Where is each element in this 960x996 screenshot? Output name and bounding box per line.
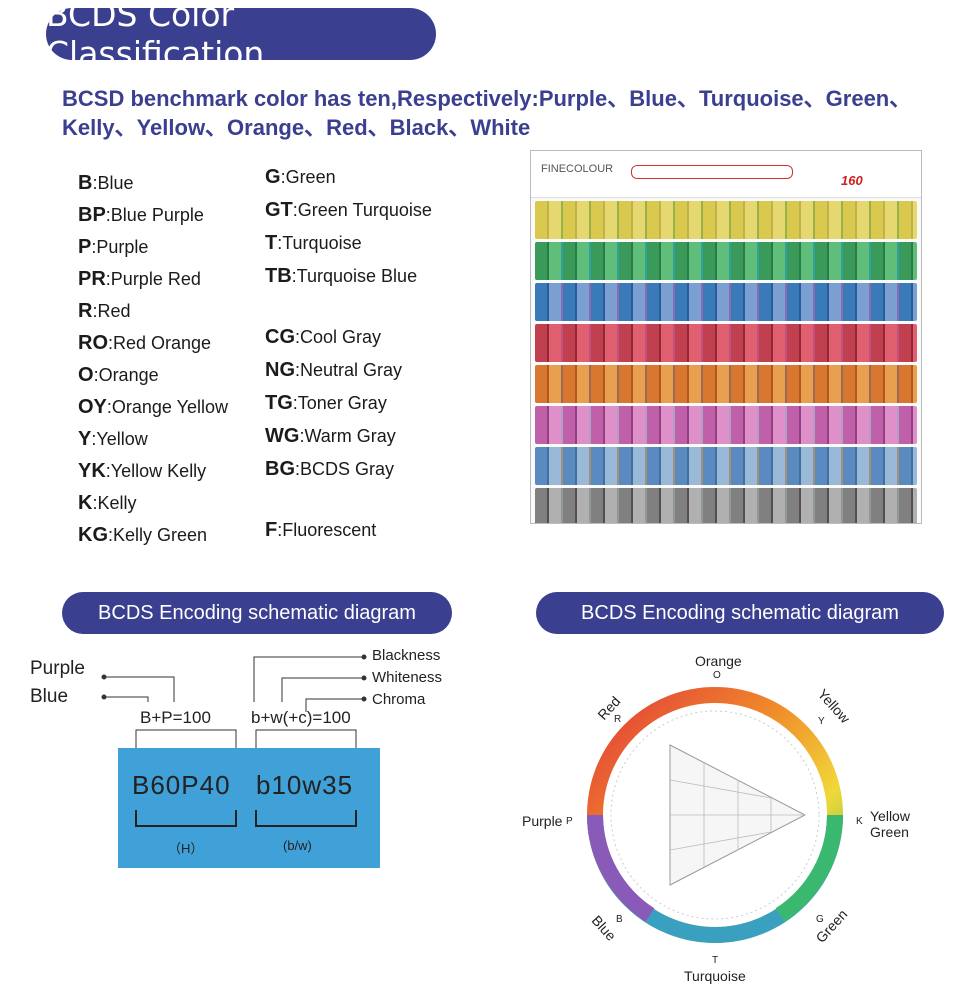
yellow-green-label: Yellow Green bbox=[870, 808, 910, 840]
code-item: OY:Orange Yellow bbox=[78, 396, 228, 418]
yellow-code: Y bbox=[818, 716, 825, 727]
page-title: BCDS Color Classification bbox=[46, 0, 436, 73]
red-code: R bbox=[614, 714, 622, 725]
whiteness-label: Whiteness bbox=[372, 669, 443, 686]
code-item: CG:Cool Gray bbox=[265, 326, 382, 348]
bw-code: b10w35 bbox=[256, 770, 354, 800]
code-item: KG:Kelly Green bbox=[78, 524, 208, 546]
schematic-connectors bbox=[101, 654, 367, 748]
chroma-label: Chroma bbox=[372, 691, 426, 708]
hue-label: （H） bbox=[168, 841, 204, 856]
encoding-box bbox=[118, 748, 380, 868]
code-item: PR:Purple Red bbox=[78, 268, 201, 290]
hue-formula: B+P=100 bbox=[140, 708, 211, 727]
marker-row bbox=[535, 324, 917, 362]
blackness-label: Blackness bbox=[372, 647, 441, 664]
code-item: T:Turquoise bbox=[265, 232, 362, 254]
color-wheel-diagram: Orange O Yellow Y Red R Yellow Green K P… bbox=[522, 650, 940, 990]
code-item: BP:Blue Purple bbox=[78, 204, 204, 226]
marker-row bbox=[535, 406, 917, 444]
marker-row bbox=[535, 201, 917, 239]
code-item: Y:Yellow bbox=[78, 428, 148, 450]
marker-row bbox=[535, 365, 917, 403]
color-wheel bbox=[587, 687, 843, 943]
code-item: K:Kelly bbox=[78, 492, 137, 514]
marker-row bbox=[535, 447, 917, 485]
code-item: GT:Green Turquoise bbox=[265, 199, 432, 221]
marker-row bbox=[535, 242, 917, 280]
purple-label: Purple bbox=[30, 658, 85, 679]
code-item: O:Orange bbox=[78, 364, 159, 386]
orange-label: Orange bbox=[695, 653, 742, 669]
code-item: NG:Neutral Gray bbox=[265, 359, 403, 381]
bw-formula: b+w(+c)=100 bbox=[251, 708, 351, 727]
code-item: B:Blue bbox=[78, 172, 134, 194]
purple-wheel-label: Purple bbox=[522, 813, 563, 829]
green-code: G bbox=[816, 914, 824, 925]
photo-header: FINECOLOUR 160 bbox=[531, 151, 921, 198]
marker-row bbox=[535, 283, 917, 321]
turquoise-code: T bbox=[712, 955, 719, 966]
page-subtitle: BCSD benchmark color has ten,Respectivel… bbox=[62, 86, 912, 140]
code-item: RO:Red Orange bbox=[78, 332, 212, 354]
turquoise-label: Turquoise bbox=[684, 968, 746, 984]
purple-code: P bbox=[566, 816, 573, 827]
hue-code: B60P40 bbox=[132, 770, 231, 800]
marker-pen-image bbox=[631, 165, 793, 179]
code-brackets bbox=[135, 810, 357, 827]
code-item: F:Fluorescent bbox=[265, 519, 377, 541]
marker-display-photo: FINECOLOUR 160 bbox=[530, 150, 922, 524]
code-item: YK:Yellow Kelly bbox=[78, 460, 207, 482]
code-item: G:Green bbox=[265, 166, 336, 188]
code-item: WG:Warm Gray bbox=[265, 425, 396, 447]
code-item: TB:Turquoise Blue bbox=[265, 265, 418, 287]
marker-rows bbox=[535, 201, 917, 523]
code-item: TG:Toner Gray bbox=[265, 392, 387, 414]
blue-label: Blue bbox=[30, 686, 69, 707]
brand-logo: FINECOLOUR bbox=[541, 163, 614, 175]
code-item: BG:BCDS Gray bbox=[265, 458, 395, 480]
marker-count: 160 bbox=[841, 173, 863, 188]
encoding-title-right: BCDS Encoding schematic diagram bbox=[536, 592, 944, 634]
orange-code: O bbox=[713, 670, 721, 681]
bw-label: (b/w) bbox=[283, 838, 312, 853]
code-item: P:Purple bbox=[78, 236, 149, 258]
yellow-green-code: K bbox=[856, 816, 863, 827]
marker-row bbox=[535, 488, 917, 523]
encoding-title-left: BCDS Encoding schematic diagram bbox=[62, 592, 452, 634]
blue-code: B bbox=[616, 914, 623, 925]
code-item: R:Red bbox=[78, 300, 131, 322]
